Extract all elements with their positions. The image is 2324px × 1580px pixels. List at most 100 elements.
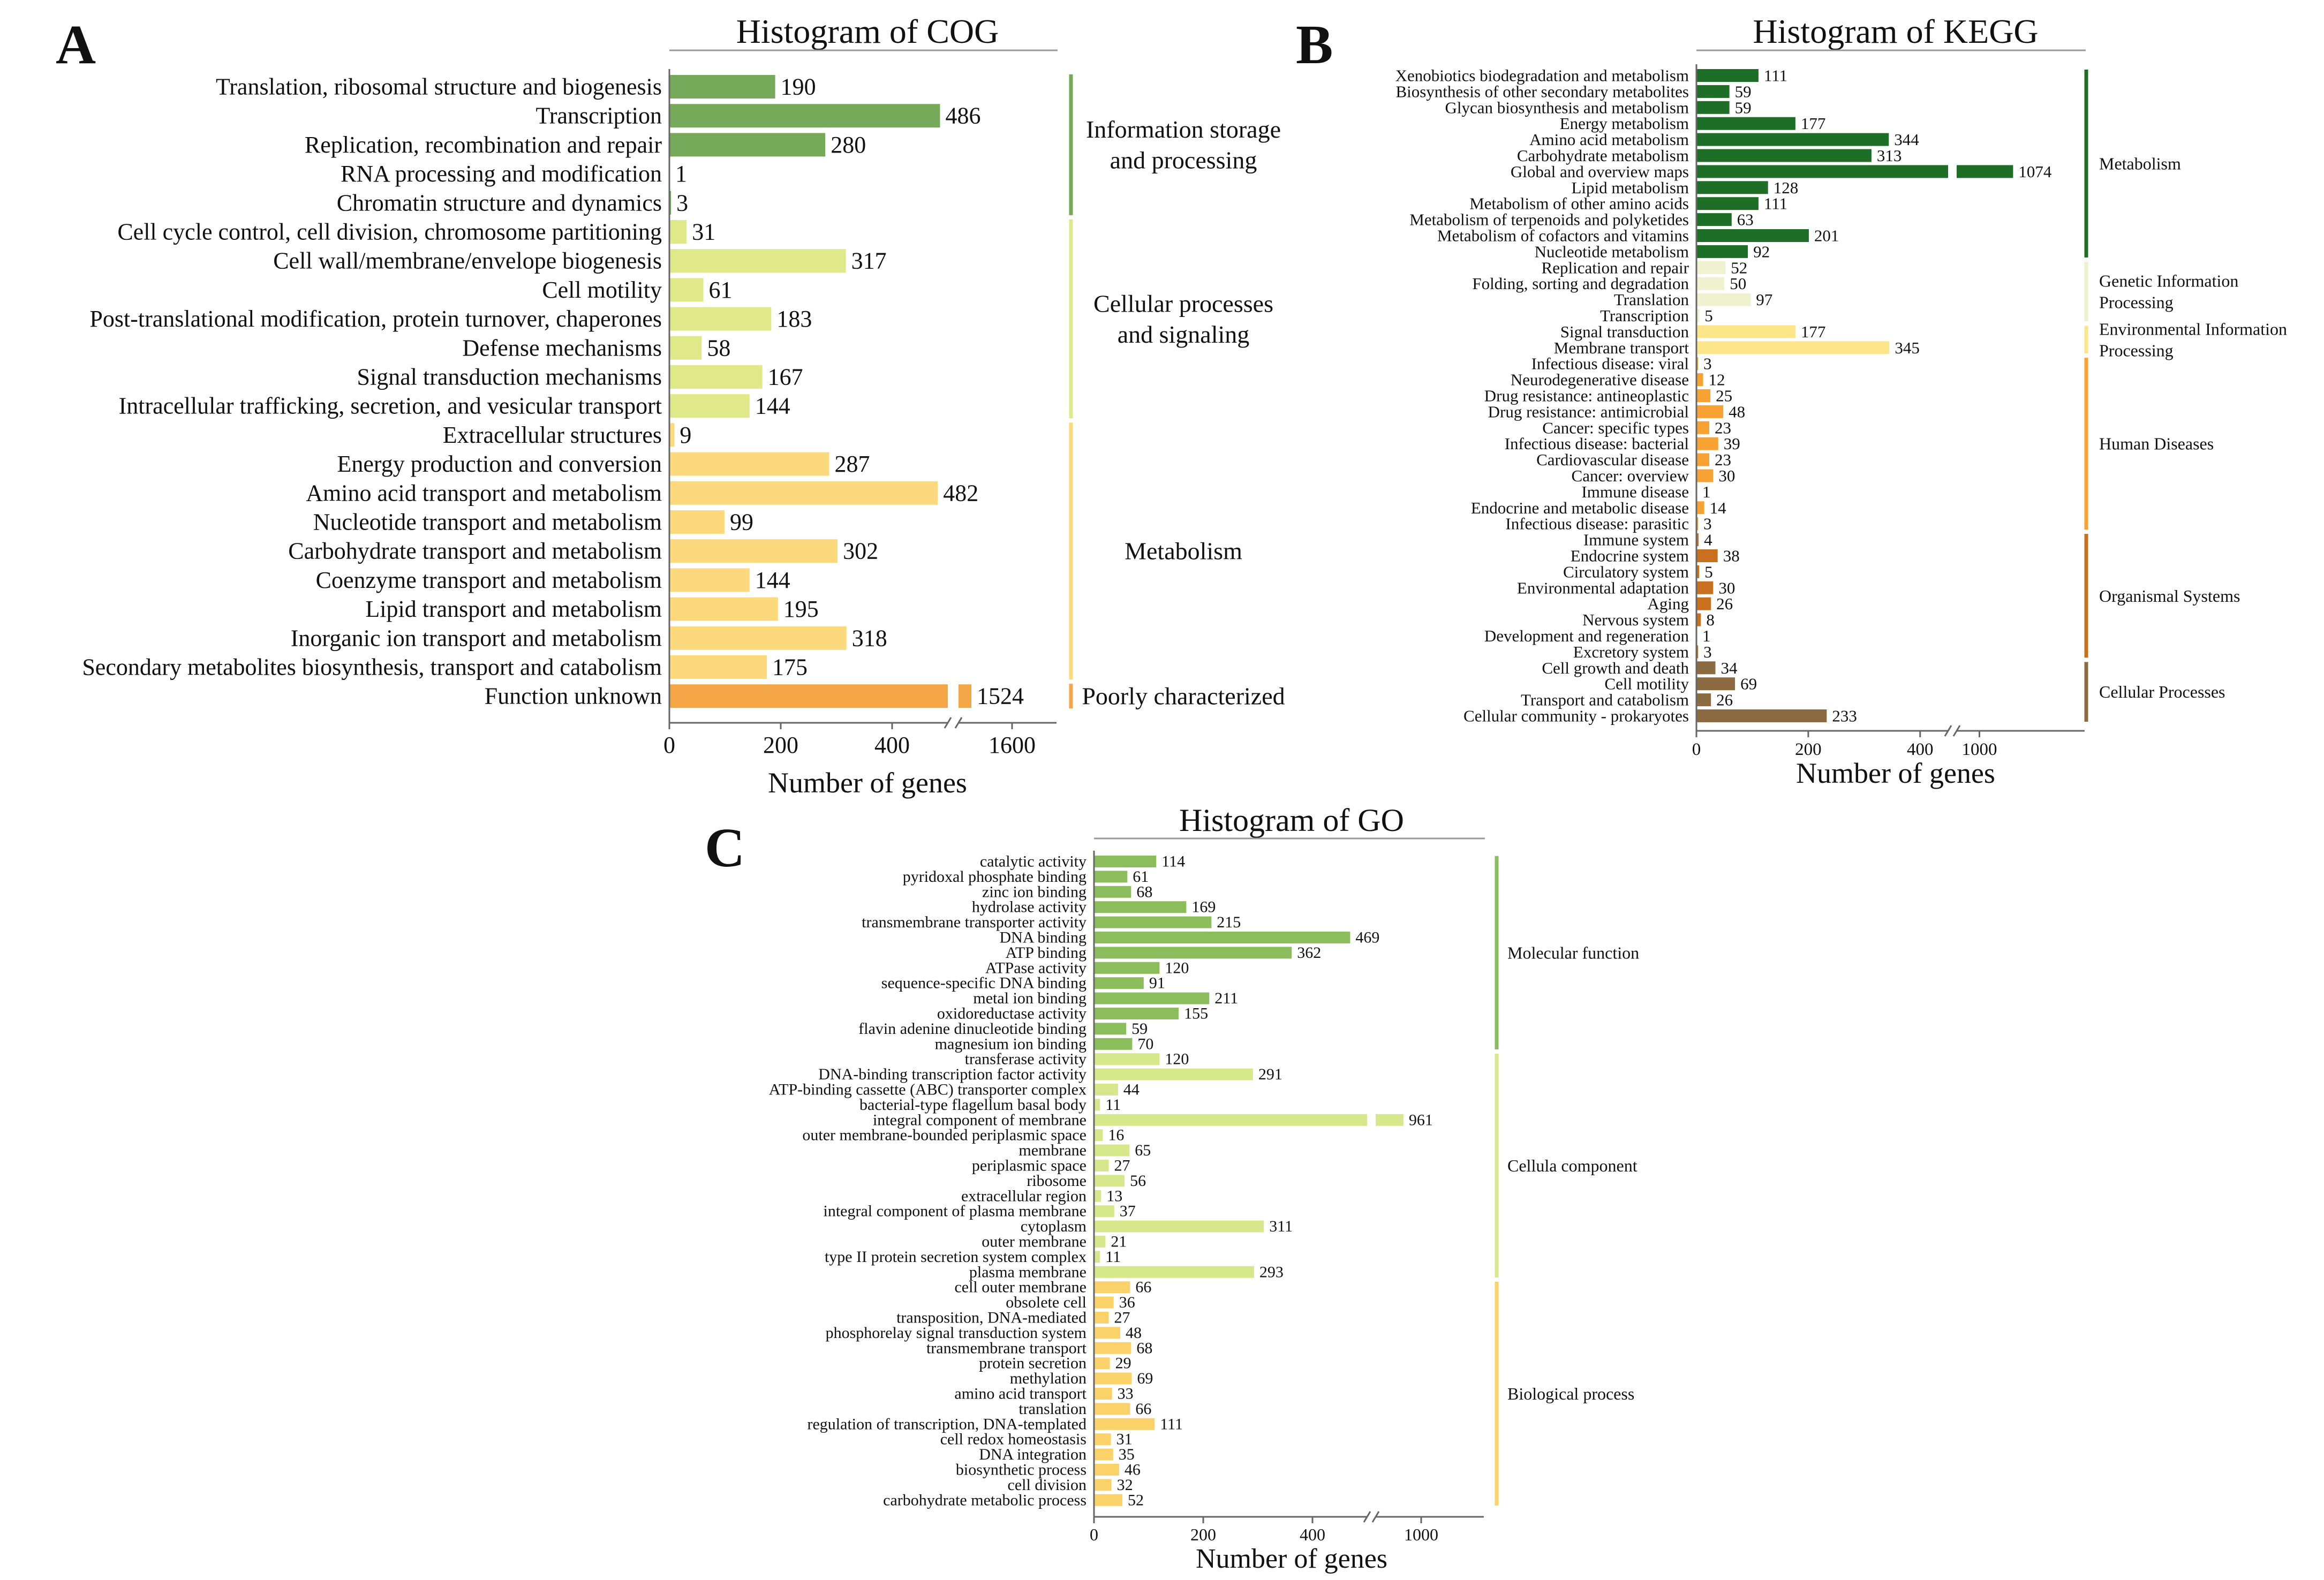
bar xyxy=(1696,469,1714,482)
category-label: cell redox homeostasis xyxy=(940,1431,1086,1448)
value-label: 486 xyxy=(945,103,980,129)
bar xyxy=(669,626,847,650)
value-label: 59 xyxy=(1735,98,1752,117)
bar xyxy=(669,568,750,592)
category-label: extracellular region xyxy=(961,1187,1086,1205)
bar xyxy=(669,365,763,389)
category-label: RNA processing and modification xyxy=(341,161,662,187)
value-label: 38 xyxy=(1723,547,1740,565)
bar xyxy=(1094,1266,1254,1278)
bar xyxy=(1696,293,1751,306)
category-label: Cell growth and death xyxy=(1542,659,1689,677)
category-label: Signal transduction mechanisms xyxy=(357,364,662,390)
bar xyxy=(669,220,687,244)
bar xyxy=(1696,597,1711,610)
category-label: Function unknown xyxy=(485,683,662,709)
category-label: Endocrine and metabolic disease xyxy=(1471,498,1689,517)
bar xyxy=(669,104,940,128)
value-label: 23 xyxy=(1715,418,1731,437)
axis-break-mark xyxy=(954,717,963,729)
bar xyxy=(669,452,829,476)
value-label: 302 xyxy=(843,538,878,564)
x-axis-label: Number of genes xyxy=(768,767,967,799)
go-chart: Histogram of GO catalytic activity 114 pyri… xyxy=(769,803,1639,1574)
bar xyxy=(1094,932,1350,943)
bar xyxy=(1094,1251,1100,1263)
category-label: Metabolism of cofactors and vitamins xyxy=(1437,226,1689,245)
x-axis-label: Number of genes xyxy=(1196,1544,1387,1574)
category-label: Drug resistance: antimicrobial xyxy=(1488,402,1689,421)
value-label: 99 xyxy=(730,509,753,535)
value-label: 211 xyxy=(1214,989,1238,1007)
bar xyxy=(1094,1220,1264,1233)
value-label: 30 xyxy=(1718,578,1735,597)
value-label: 29 xyxy=(1115,1355,1131,1372)
value-label: 14 xyxy=(1710,498,1727,517)
bar xyxy=(1696,565,1700,578)
bar xyxy=(669,423,675,447)
value-label: 128 xyxy=(1774,178,1799,197)
value-label: 8 xyxy=(1706,610,1715,629)
group-label: Biological process xyxy=(1507,1384,1634,1403)
value-label: 313 xyxy=(1877,146,1902,165)
x-tick-label: 200 xyxy=(1795,740,1822,759)
category-label: ATPase activity xyxy=(985,959,1086,977)
bar xyxy=(669,278,704,302)
group-label: Poorly characterized xyxy=(1082,683,1285,710)
value-label: 167 xyxy=(768,364,803,390)
category-label: bacterial-type flagellum basal body xyxy=(859,1096,1086,1114)
bar-segment-1 xyxy=(1094,1114,1367,1126)
x-tick-label: 0 xyxy=(1090,1525,1098,1544)
value-label: 26 xyxy=(1716,691,1733,709)
bar-segment-2 xyxy=(1957,165,2013,178)
bar xyxy=(1094,856,1157,867)
value-label: 44 xyxy=(1123,1081,1140,1099)
axis-break-mark xyxy=(1371,1511,1380,1523)
bar xyxy=(1094,1357,1110,1370)
bar xyxy=(1094,1296,1114,1309)
category-label: Intracellular trafficking, secretion, an… xyxy=(119,393,662,419)
bar xyxy=(1094,1053,1160,1065)
value-label: 114 xyxy=(1161,853,1185,871)
go-title: Histogram of GO xyxy=(1179,803,1404,838)
category-label: Transcription xyxy=(1600,306,1689,325)
value-label: 111 xyxy=(1764,66,1787,85)
value-label: 190 xyxy=(781,74,816,100)
category-label: Environmental adaptation xyxy=(1517,578,1689,597)
category-label: Membrane transport xyxy=(1554,338,1689,357)
category-label: Transport and catabolism xyxy=(1521,691,1689,709)
group-label: and processing xyxy=(1110,147,1257,174)
bar xyxy=(1696,421,1710,434)
category-label: Inorganic ion transport and metabolism xyxy=(291,625,662,651)
value-label: 12 xyxy=(1709,371,1725,389)
value-label: 70 xyxy=(1137,1035,1153,1053)
category-label: amino acid transport xyxy=(954,1385,1086,1403)
value-label: 58 xyxy=(707,335,730,361)
bar xyxy=(1696,645,1699,659)
category-label: membrane xyxy=(1018,1141,1086,1159)
category-label: Nucleotide transport and metabolism xyxy=(313,509,662,535)
bar xyxy=(669,481,938,505)
value-label: 27 xyxy=(1114,1309,1130,1327)
category-label: Cell motility xyxy=(542,277,662,303)
value-label: 30 xyxy=(1718,466,1735,485)
category-label: Endocrine system xyxy=(1571,547,1689,565)
value-label: 69 xyxy=(1137,1370,1153,1387)
bar xyxy=(1094,1388,1112,1400)
category-label: Replication and repair xyxy=(1542,258,1689,277)
value-label: 155 xyxy=(1184,1005,1208,1023)
value-label: 4 xyxy=(1704,531,1712,549)
value-label: 169 xyxy=(1191,898,1216,916)
category-label: Cell wall/membrane/envelope biogenesis xyxy=(273,248,662,274)
value-label: 31 xyxy=(1116,1431,1133,1448)
value-label: 11 xyxy=(1105,1248,1121,1266)
bar xyxy=(1094,1494,1123,1506)
value-label: 961 xyxy=(1409,1111,1433,1129)
value-label: 362 xyxy=(1297,944,1321,962)
category-label: DNA integration xyxy=(979,1446,1086,1463)
category-label: Biosynthesis of other secondary metaboli… xyxy=(1395,82,1689,101)
value-label: 177 xyxy=(1801,114,1826,133)
x-tick-label: 1000 xyxy=(1962,740,1997,759)
